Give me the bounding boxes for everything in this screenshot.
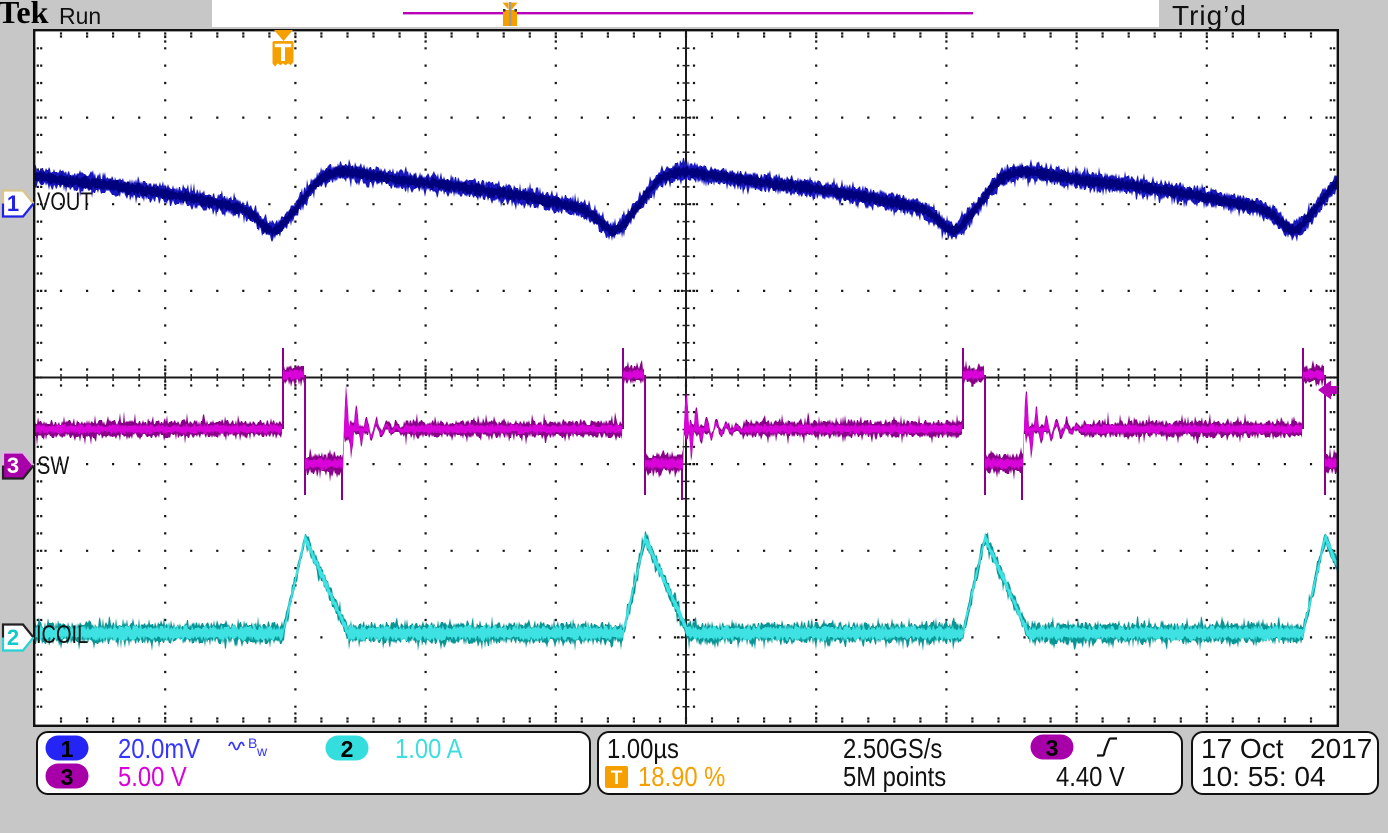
- svg-text:1: 1: [61, 736, 74, 762]
- svg-text:3: 3: [7, 453, 19, 478]
- svg-text:B: B: [248, 737, 257, 751]
- svg-text:w: w: [256, 743, 268, 759]
- svg-text:2: 2: [7, 625, 19, 650]
- svg-text:2: 2: [341, 736, 354, 762]
- svg-text:3: 3: [61, 764, 74, 790]
- svg-text:3: 3: [1046, 735, 1059, 761]
- svg-text:1: 1: [7, 191, 19, 216]
- svg-text:T: T: [611, 768, 623, 789]
